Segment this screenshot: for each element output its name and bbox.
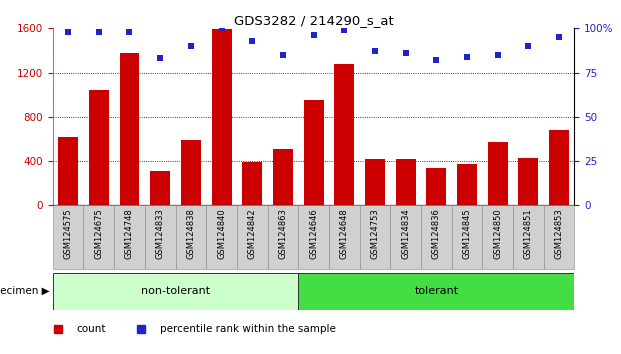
Bar	[237, 205, 268, 269]
Bar	[242, 162, 262, 205]
Bar	[360, 205, 391, 269]
Point	[432, 57, 442, 63]
Bar	[212, 29, 232, 205]
Bar	[268, 205, 298, 269]
Point	[462, 54, 472, 59]
Bar	[89, 90, 109, 205]
Text: tolerant: tolerant	[414, 286, 458, 296]
Point	[278, 52, 288, 58]
Point	[370, 48, 380, 54]
Bar	[298, 205, 329, 269]
Point	[339, 27, 349, 33]
Bar	[451, 205, 483, 269]
Bar	[273, 149, 293, 205]
Bar	[487, 142, 508, 205]
Bar	[483, 205, 513, 269]
Bar	[176, 205, 206, 269]
Point	[186, 43, 196, 49]
Bar	[329, 205, 360, 269]
Text: GSM124646: GSM124646	[309, 209, 318, 259]
Bar	[206, 205, 237, 269]
Text: GSM124748: GSM124748	[125, 209, 134, 259]
Bar	[119, 53, 140, 205]
Text: GSM124850: GSM124850	[493, 209, 502, 259]
Bar	[391, 205, 421, 269]
Point	[309, 33, 319, 38]
Text: GSM124648: GSM124648	[340, 209, 349, 259]
Bar	[145, 205, 176, 269]
Text: specimen ▶: specimen ▶	[0, 286, 50, 296]
Text: GSM124863: GSM124863	[278, 209, 288, 259]
Point	[401, 50, 410, 56]
Bar	[457, 164, 477, 205]
Text: non-tolerant: non-tolerant	[141, 286, 210, 296]
Point	[217, 25, 227, 31]
Bar	[150, 171, 170, 205]
Text: GSM124845: GSM124845	[463, 209, 471, 259]
Bar	[304, 100, 324, 205]
Bar	[549, 130, 569, 205]
Bar	[53, 273, 298, 310]
Text: GSM124853: GSM124853	[555, 209, 564, 259]
Point	[94, 29, 104, 35]
Bar	[181, 140, 201, 205]
Bar	[544, 205, 574, 269]
Bar	[421, 205, 451, 269]
Bar	[519, 158, 538, 205]
Text: GSM124833: GSM124833	[156, 209, 165, 259]
Bar	[114, 205, 145, 269]
Point	[247, 38, 257, 44]
Text: GSM124838: GSM124838	[186, 209, 196, 259]
Bar	[513, 205, 544, 269]
Point	[554, 34, 564, 40]
Text: count: count	[76, 324, 106, 334]
Text: percentile rank within the sample: percentile rank within the sample	[160, 324, 335, 334]
Text: GSM124851: GSM124851	[524, 209, 533, 259]
Text: GSM124836: GSM124836	[432, 209, 441, 259]
Point	[492, 52, 502, 58]
Bar	[396, 159, 415, 205]
Point	[155, 56, 165, 61]
Bar	[58, 137, 78, 205]
Point	[125, 29, 135, 35]
Text: GSM124840: GSM124840	[217, 209, 226, 259]
Bar	[298, 273, 574, 310]
Point	[63, 29, 73, 35]
Text: GSM124675: GSM124675	[94, 209, 103, 259]
Text: GSM124834: GSM124834	[401, 209, 410, 259]
Bar	[427, 168, 446, 205]
Bar	[365, 159, 385, 205]
Bar	[53, 205, 83, 269]
Text: GSM124753: GSM124753	[371, 209, 379, 259]
Point	[524, 43, 533, 49]
Text: GSM124575: GSM124575	[63, 209, 73, 259]
Bar	[334, 64, 354, 205]
Title: GDS3282 / 214290_s_at: GDS3282 / 214290_s_at	[233, 14, 394, 27]
Text: GSM124842: GSM124842	[248, 209, 256, 259]
Bar	[83, 205, 114, 269]
